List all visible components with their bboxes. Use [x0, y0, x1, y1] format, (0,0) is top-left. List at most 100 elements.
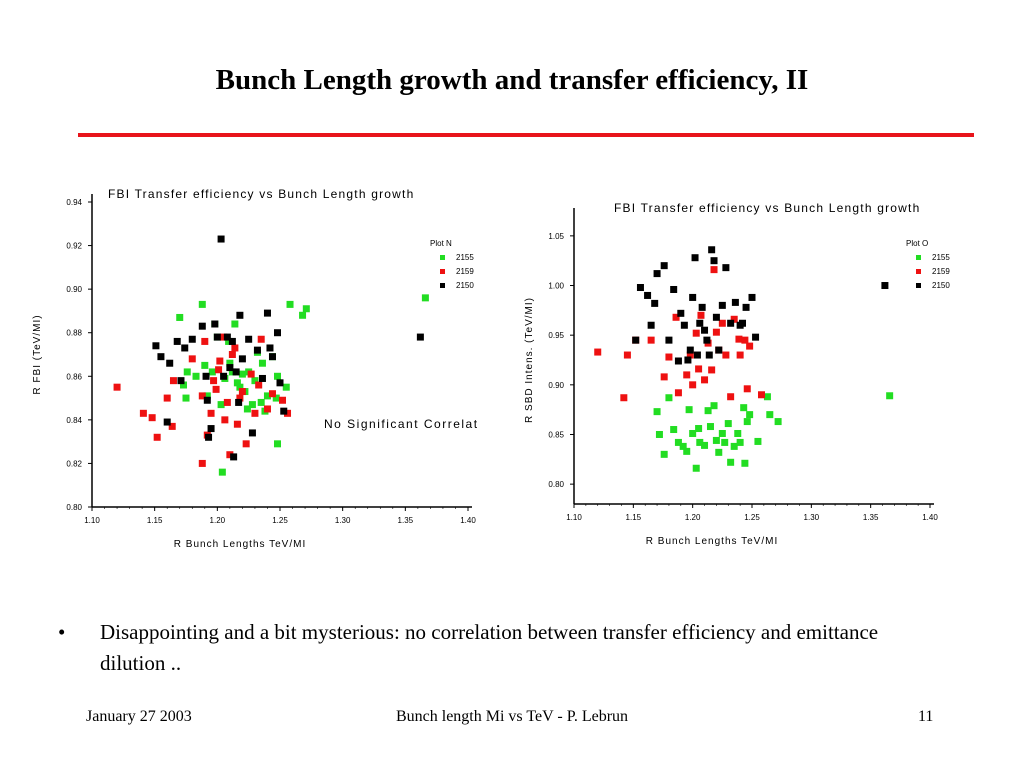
data-point: [268, 353, 276, 361]
x-tick-label: 1.40: [460, 516, 476, 525]
data-point: [182, 394, 190, 402]
data-point: [217, 235, 225, 243]
data-point: [706, 423, 714, 431]
data-point: [198, 300, 206, 308]
x-tick-label: 1.25: [744, 513, 760, 522]
data-point: [263, 405, 271, 413]
data-point: [736, 438, 744, 446]
data-point: [157, 353, 165, 361]
data-point: [674, 389, 682, 397]
x-tick-label: 1.20: [210, 516, 226, 525]
data-point: [225, 337, 233, 345]
data-point: [715, 448, 723, 456]
data-point: [286, 300, 294, 308]
data-point: [881, 282, 889, 290]
data-point: [689, 293, 697, 301]
data-point: [215, 366, 223, 374]
data-point: [754, 437, 762, 445]
data-point: [272, 394, 280, 402]
data-point: [685, 406, 693, 414]
data-point: [218, 468, 226, 476]
data-point: [730, 315, 738, 323]
data-point: [705, 351, 713, 359]
data-point: [223, 333, 231, 341]
data-point: [263, 392, 271, 400]
data-point: [746, 342, 754, 350]
data-point: [192, 372, 200, 380]
legend-swatch: [440, 255, 445, 260]
bullet-text: Disappointing and a bit mysterious: no c…: [100, 620, 879, 675]
chart-annotation: No Significant Correlat: [324, 417, 479, 431]
data-point: [231, 344, 239, 352]
data-point: [655, 430, 663, 438]
data-point: [743, 418, 751, 426]
data-point: [202, 372, 210, 380]
x-axis-label: R Bunch Lengths TeV/MI: [174, 539, 306, 550]
data-point: [236, 311, 244, 319]
data-point: [757, 391, 765, 399]
y-tick-label: 0.90: [66, 285, 82, 294]
data-point: [235, 398, 243, 406]
data-point: [651, 299, 659, 307]
data-point: [208, 368, 216, 376]
data-point: [665, 353, 673, 361]
data-point: [228, 351, 236, 358]
data-point: [177, 377, 185, 385]
data-point: [712, 436, 720, 444]
footer-title: Bunch length Mi vs TeV - P. Lebrun: [395, 708, 629, 725]
scatter-chart-right: FBI Transfer efficiency vs Bunch Length …: [524, 201, 950, 547]
data-point: [620, 394, 628, 402]
data-point: [248, 429, 256, 437]
data-point: [727, 319, 735, 327]
data-point: [226, 451, 234, 459]
legend-label: 2150: [456, 281, 474, 290]
y-axis-label: R SBD Intens. (TeV/MI): [524, 297, 535, 423]
data-point: [718, 429, 726, 437]
data-point: [255, 381, 263, 389]
legend-title: Plot O: [906, 239, 928, 248]
data-point: [689, 429, 697, 437]
data-point: [727, 458, 735, 466]
data-point: [695, 365, 703, 373]
slide-title: Bunch Length growth and transfer efficie…: [215, 64, 809, 96]
legend-swatch: [916, 269, 921, 274]
data-point: [251, 377, 259, 385]
data-point: [701, 326, 709, 334]
data-point: [226, 364, 234, 372]
data-point: [722, 264, 730, 272]
x-tick-label: 1.10: [84, 516, 100, 525]
x-axis-label: R Bunch Lengths TeV/MI: [646, 536, 778, 547]
data-point: [703, 336, 711, 344]
data-point: [198, 392, 206, 400]
data-point: [660, 262, 668, 270]
data-point: [258, 374, 266, 382]
data-point: [746, 411, 754, 419]
legend-label: 2159: [932, 267, 950, 276]
data-point: [708, 246, 716, 254]
data-point: [299, 311, 307, 319]
data-point: [148, 414, 156, 422]
data-point: [680, 321, 688, 329]
data-point: [735, 335, 743, 343]
data-point: [284, 409, 292, 417]
y-tick-label: 0.80: [548, 480, 564, 489]
data-point: [660, 450, 668, 458]
y-axis-label: R FBI (TeV/MI): [32, 314, 43, 394]
data-point: [251, 409, 259, 417]
data-point: [238, 370, 246, 378]
x-tick-label: 1.40: [922, 513, 938, 522]
data-point: [674, 438, 682, 446]
data-point: [223, 398, 231, 406]
legend-label: 2155: [932, 253, 950, 262]
legend-label: 2159: [456, 267, 474, 276]
data-point: [238, 388, 246, 396]
data-point: [677, 309, 685, 317]
data-point: [696, 319, 704, 327]
data-point: [674, 357, 682, 365]
data-point: [623, 351, 631, 359]
data-point: [712, 328, 720, 336]
data-point: [203, 396, 211, 404]
bullet-marker: •: [58, 620, 66, 644]
data-point: [763, 393, 771, 401]
data-point: [632, 336, 640, 344]
